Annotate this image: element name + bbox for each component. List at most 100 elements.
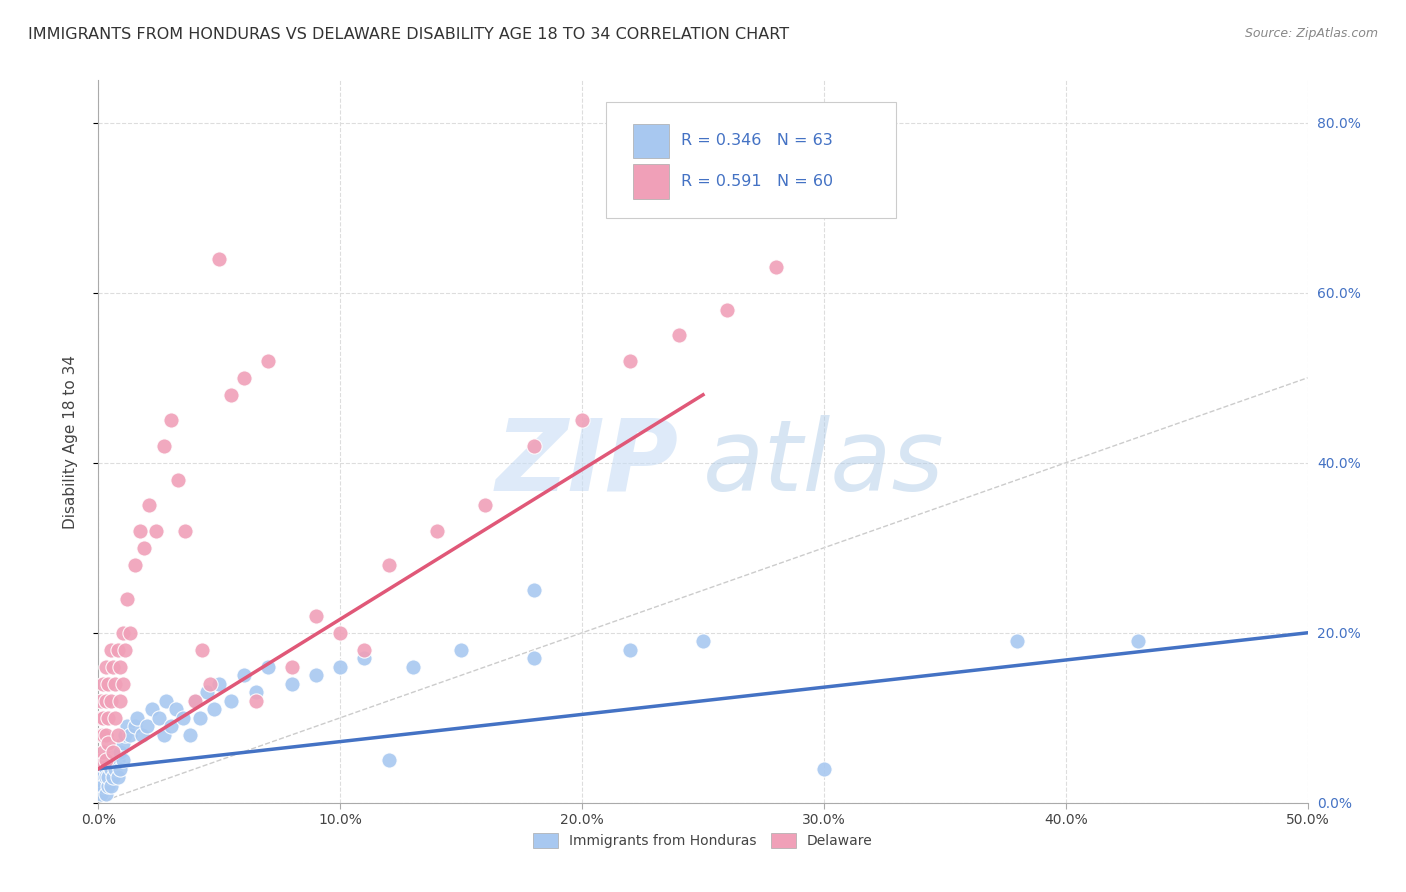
Point — [232, 668, 254, 682]
Point — [118, 728, 141, 742]
Point — [305, 608, 328, 623]
Point — [127, 711, 149, 725]
Point — [108, 762, 131, 776]
Point — [107, 642, 129, 657]
Point — [155, 694, 177, 708]
Point — [474, 498, 496, 512]
Point — [108, 694, 131, 708]
Point — [329, 625, 352, 640]
Point — [117, 591, 139, 606]
Point — [160, 413, 183, 427]
Text: Source: ZipAtlas.com: Source: ZipAtlas.com — [1244, 27, 1378, 40]
Point — [208, 252, 231, 266]
Point — [100, 745, 122, 759]
Point — [104, 762, 127, 776]
Point — [281, 677, 304, 691]
Point — [305, 668, 328, 682]
Point — [377, 558, 399, 572]
Point — [100, 694, 122, 708]
Point — [232, 371, 254, 385]
Point — [668, 328, 690, 343]
Point — [124, 719, 146, 733]
Point — [167, 473, 190, 487]
Point — [188, 711, 211, 725]
Point — [1007, 634, 1029, 648]
Point — [91, 753, 114, 767]
Point — [90, 762, 112, 776]
FancyBboxPatch shape — [606, 102, 897, 218]
Point — [195, 685, 218, 699]
Point — [94, 728, 117, 742]
Point — [152, 728, 174, 742]
Text: R = 0.346   N = 63: R = 0.346 N = 63 — [682, 134, 832, 148]
Point — [97, 779, 120, 793]
Point — [1128, 634, 1150, 648]
Point — [692, 634, 714, 648]
Point — [91, 770, 114, 784]
Point — [111, 753, 134, 767]
Point — [108, 660, 131, 674]
Point — [204, 702, 226, 716]
Point — [111, 677, 134, 691]
Point — [114, 642, 136, 657]
Point — [329, 660, 352, 674]
Point — [377, 753, 399, 767]
Point — [198, 677, 221, 691]
Point — [128, 524, 150, 538]
Point — [100, 642, 122, 657]
Point — [138, 498, 160, 512]
Point — [91, 779, 114, 793]
Point — [101, 753, 124, 767]
Point — [256, 353, 278, 368]
Point — [114, 728, 136, 742]
Point — [90, 753, 112, 767]
Point — [523, 651, 546, 665]
Point — [353, 651, 375, 665]
Point — [571, 413, 593, 427]
Point — [104, 677, 127, 691]
Point — [97, 770, 120, 784]
Point — [91, 677, 114, 691]
Point — [450, 642, 472, 657]
Legend: Immigrants from Honduras, Delaware: Immigrants from Honduras, Delaware — [527, 828, 879, 854]
Point — [94, 660, 117, 674]
Point — [97, 736, 120, 750]
Point — [94, 762, 117, 776]
Point — [184, 694, 207, 708]
Point — [101, 770, 124, 784]
Point — [90, 779, 112, 793]
Point — [221, 388, 243, 402]
Point — [174, 524, 197, 538]
Point — [148, 711, 170, 725]
Point — [191, 642, 214, 657]
Point — [152, 439, 174, 453]
Point — [90, 711, 112, 725]
Point — [111, 625, 134, 640]
Point — [145, 524, 167, 538]
Point — [90, 787, 112, 801]
Point — [94, 770, 117, 784]
Point — [97, 677, 120, 691]
Point — [100, 779, 122, 793]
Point — [765, 260, 787, 275]
Point — [104, 745, 127, 759]
Point — [90, 728, 112, 742]
Y-axis label: Disability Age 18 to 34: Disability Age 18 to 34 — [63, 354, 77, 529]
Point — [107, 770, 129, 784]
Point — [353, 642, 375, 657]
Point — [101, 660, 124, 674]
Point — [619, 642, 641, 657]
Point — [135, 719, 157, 733]
Point — [91, 745, 114, 759]
Point — [94, 787, 117, 801]
Point — [813, 762, 835, 776]
Text: ZIP: ZIP — [496, 415, 679, 512]
Point — [100, 762, 122, 776]
Point — [172, 711, 194, 725]
Point — [426, 524, 449, 538]
Point — [134, 541, 156, 555]
Point — [281, 660, 304, 674]
Point — [91, 728, 114, 742]
Point — [124, 558, 146, 572]
Point — [402, 660, 425, 674]
